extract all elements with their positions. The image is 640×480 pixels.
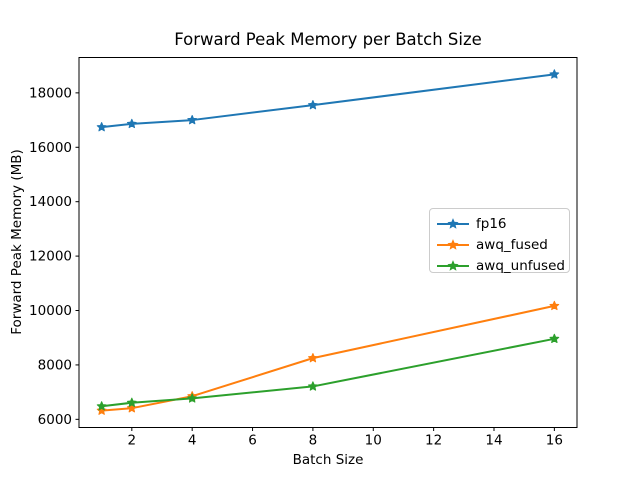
- marker-fp16: [549, 69, 560, 79]
- y-tick-label: 16000: [29, 140, 72, 156]
- marker-awq_unfused: [96, 401, 107, 411]
- x-tick-label: 10: [365, 433, 382, 449]
- plot-border: [78, 57, 578, 428]
- x-axis-label: Batch Size: [292, 452, 364, 468]
- marker-awq_fused: [308, 353, 318, 363]
- marker-awq_unfused: [549, 333, 560, 344]
- series-line-awq_unfused: [101, 337, 555, 408]
- marker-awq_fused: [549, 300, 560, 311]
- x-tick-label: 2: [128, 433, 137, 449]
- legend-swatch-fp16: [437, 217, 469, 229]
- x-tick-label: 16: [546, 433, 563, 449]
- x-tick-label: 14: [485, 433, 502, 449]
- marker-awq_unfused: [187, 393, 198, 403]
- marker-fp16: [96, 122, 107, 132]
- marker-fp16: [187, 114, 198, 125]
- legend-item-awq_unfused: awq_unfused: [434, 255, 569, 276]
- x-tick-label: 8: [309, 433, 318, 449]
- series-line-fp16: [101, 73, 555, 129]
- legend-item-fp16: fp16: [434, 213, 569, 234]
- legend-swatch-awq_fused: [437, 238, 469, 250]
- legend-label-awq_fused: awq_fused: [476, 236, 548, 253]
- y-tick-label: 12000: [29, 249, 72, 265]
- marker-awq_unfused: [308, 381, 318, 391]
- legend-marker-awq_unfused: [447, 259, 459, 271]
- chart-title: Forward Peak Memory per Batch Size: [174, 30, 482, 49]
- legend-marker-fp16: [447, 217, 459, 229]
- y-tick-label: 18000: [29, 85, 72, 101]
- series-line-awq_fused: [101, 304, 555, 412]
- marker-fp16: [308, 100, 318, 110]
- y-tick-label: 10000: [29, 303, 72, 319]
- x-tick-label: 6: [248, 433, 257, 449]
- y-tick-label: 14000: [29, 194, 72, 210]
- legend-label-fp16: fp16: [476, 215, 507, 232]
- y-tick-label: 6000: [38, 412, 72, 428]
- legend-item-awq_fused: awq_fused: [434, 234, 569, 255]
- y-axis-label: Forward Peak Memory (MB): [9, 149, 25, 335]
- y-tick-label: 8000: [38, 357, 72, 373]
- marker-awq_fused: [96, 405, 107, 415]
- marker-awq_unfused: [126, 397, 137, 407]
- legend-swatch-awq_unfused: [437, 259, 469, 271]
- legend-marker-awq_fused: [447, 238, 459, 250]
- marker-fp16: [126, 118, 137, 129]
- x-tick-label: 12: [425, 433, 442, 449]
- legend-label-awq_unfused: awq_unfused: [476, 257, 565, 274]
- x-tick-label: 4: [188, 433, 197, 449]
- marker-awq_fused: [126, 403, 137, 413]
- legend: fp16 awq_fused awq_unfused: [429, 208, 570, 276]
